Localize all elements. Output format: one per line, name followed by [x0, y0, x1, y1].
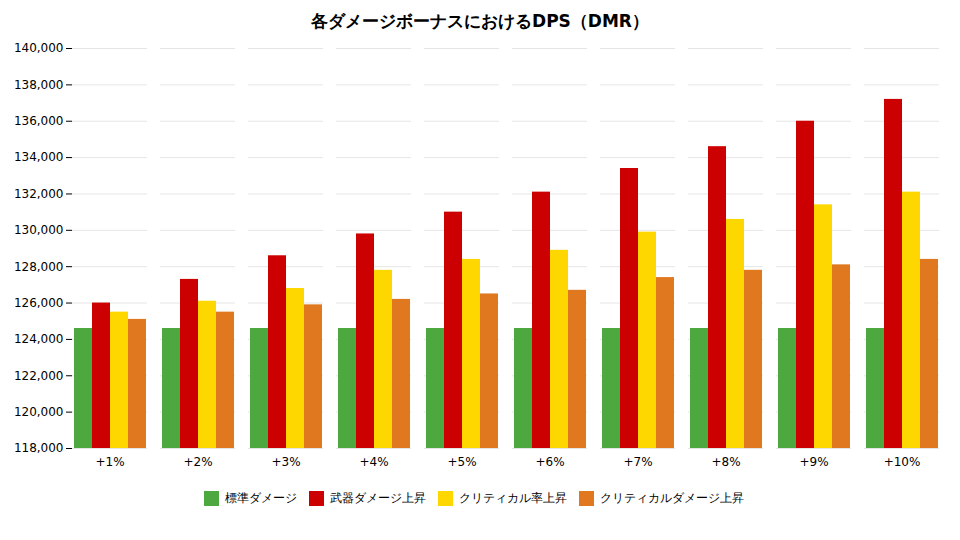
svg-text:138,000: 138,000: [14, 78, 64, 92]
svg-text:122,000: 122,000: [14, 369, 64, 383]
html-text:武器ダメージ上昇: 武器ダメージ上昇: [330, 491, 426, 505]
svg-text:126,000: 126,000: [14, 296, 64, 310]
svg-text:+7%: +7%: [623, 455, 652, 469]
svg-text:+4%: +4%: [359, 455, 388, 469]
svg-text:+9%: +9%: [799, 455, 828, 469]
html-text:クリティカルダメージ上昇: クリティカルダメージ上昇: [600, 491, 744, 505]
svg-text:+5%: +5%: [447, 455, 476, 469]
svg-text:+6%: +6%: [535, 455, 564, 469]
html-text:各ダメージボーナスにおけるDPS（DMR）: 各ダメージボーナスにおけるDPS（DMR）: [311, 11, 649, 31]
svg-text:124,000: 124,000: [14, 332, 64, 346]
svg-text:140,000: 140,000: [14, 41, 64, 55]
svg-text:+1%: +1%: [95, 455, 124, 469]
svg-text:132,000: 132,000: [14, 187, 64, 201]
svg-text:+10%: +10%: [884, 455, 921, 469]
svg-text:+8%: +8%: [711, 455, 740, 469]
html-text:標準ダメージ: 標準ダメージ: [225, 491, 297, 505]
svg-text:136,000: 136,000: [14, 114, 64, 128]
html-text:クリティカル率上昇: クリティカル率上昇: [459, 491, 567, 505]
svg-text:118,000: 118,000: [14, 441, 64, 455]
svg-text:134,000: 134,000: [14, 150, 64, 164]
svg-text:128,000: 128,000: [14, 260, 64, 274]
svg-text:130,000: 130,000: [14, 223, 64, 237]
svg-text:120,000: 120,000: [14, 405, 64, 419]
svg-text:+2%: +2%: [183, 455, 212, 469]
svg-text:+3%: +3%: [271, 455, 300, 469]
